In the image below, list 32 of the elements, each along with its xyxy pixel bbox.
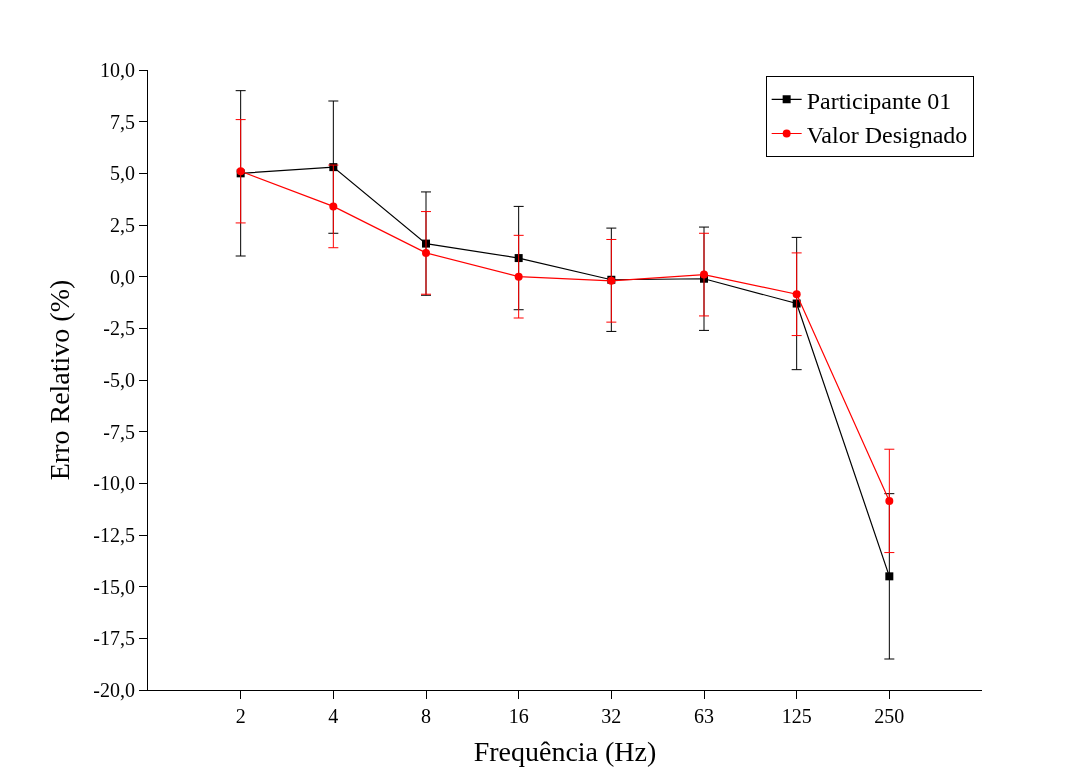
x-tick-label: 250 bbox=[874, 705, 905, 727]
y-tick-label: -10,0 bbox=[93, 472, 135, 495]
x-axis-title: Frequência (Hz) bbox=[473, 736, 657, 768]
x-tick-label: 63 bbox=[694, 705, 714, 727]
y-tick-label: 2,5 bbox=[110, 214, 135, 236]
y-tick-label: 0,0 bbox=[110, 265, 135, 288]
y-axis-title: Erro Relativo (%) bbox=[44, 279, 76, 481]
y-tick-label: 10,0 bbox=[100, 59, 135, 81]
y-tick-label: 5,0 bbox=[110, 162, 135, 185]
y-tick-label: 7,5 bbox=[110, 110, 135, 133]
y-tick-label: -7,5 bbox=[103, 420, 135, 443]
x-tick-label: 2 bbox=[235, 705, 246, 727]
legend-label: Participante 01 bbox=[806, 87, 952, 114]
x-tick-label: 8 bbox=[421, 705, 431, 727]
y-tick-label: -2,5 bbox=[103, 317, 135, 340]
point bbox=[885, 496, 894, 505]
y-tick-label: -20,0 bbox=[93, 679, 135, 701]
point bbox=[514, 272, 523, 281]
point bbox=[329, 202, 338, 211]
point bbox=[885, 572, 894, 581]
point bbox=[422, 248, 430, 257]
point bbox=[700, 270, 708, 279]
y-tick-label: -12,5 bbox=[93, 524, 135, 546]
x-tick-label: 125 bbox=[781, 705, 812, 727]
legend-label: Valor Designado bbox=[806, 121, 968, 148]
y-tick-label: -5,0 bbox=[103, 369, 135, 391]
y-tick-label: -17,5 bbox=[93, 627, 135, 650]
x-tick-label: 4 bbox=[328, 705, 339, 727]
x-tick-label: 16 bbox=[508, 705, 529, 727]
point bbox=[792, 290, 801, 299]
x-tick-label: 32 bbox=[601, 705, 622, 727]
y-tick-label: -15,0 bbox=[93, 575, 135, 598]
